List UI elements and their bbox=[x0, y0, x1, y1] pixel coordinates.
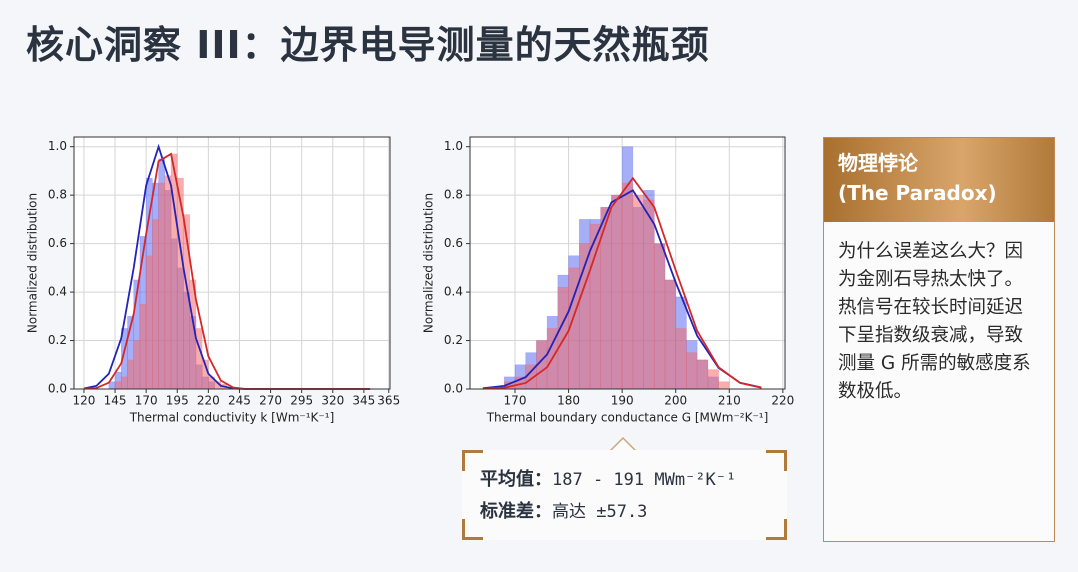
side-subheading: (The Paradox) bbox=[838, 181, 997, 205]
side-heading: 物理悖论 bbox=[838, 151, 918, 175]
y-tick-label: 0.2 bbox=[48, 333, 67, 347]
y-tick-label: 0.4 bbox=[48, 285, 67, 299]
side-panel-header: 物理悖论 (The Paradox) bbox=[824, 138, 1054, 222]
histogram-bar bbox=[686, 352, 698, 390]
stat-value: 高达 ±57.3 bbox=[552, 502, 648, 522]
histogram-bar bbox=[707, 369, 719, 390]
histogram-bar bbox=[696, 359, 709, 390]
histogram-bar bbox=[611, 194, 623, 390]
x-tick-label: 120 bbox=[72, 394, 95, 408]
side-body: 为什么误差这么大？因为金刚石导热太快了。热信号在较长时间延迟下呈指数级衰减，导致… bbox=[838, 241, 1031, 402]
x-tick-label: 320 bbox=[321, 394, 344, 408]
x-tick-label: 145 bbox=[104, 394, 127, 408]
histogram-bar bbox=[195, 328, 203, 390]
y-tick-label: 0.6 bbox=[444, 236, 463, 250]
histogram-bar bbox=[152, 219, 159, 390]
y-tick-label: 0.8 bbox=[444, 188, 463, 202]
histogram-bar bbox=[643, 199, 655, 390]
pointer bbox=[610, 436, 636, 452]
slide-title: 核心洞察 III：边界电导测量的天然瓶颈 bbox=[26, 23, 710, 67]
x-tick-label: 220 bbox=[197, 394, 220, 408]
y-tick-label: 0.0 bbox=[444, 382, 463, 396]
x-tick-label: 210 bbox=[718, 394, 741, 408]
x-tick-label: 295 bbox=[290, 394, 313, 408]
histogram-bar bbox=[127, 359, 135, 390]
side-panel: 物理悖论 (The Paradox) 为什么误差这么大？因为金刚石导热太快了。热… bbox=[823, 137, 1055, 542]
y-axis-label: Normalized distribution bbox=[422, 193, 436, 333]
x-tick-label: 200 bbox=[664, 394, 687, 408]
histogram-bar bbox=[632, 194, 644, 390]
histogram-bar bbox=[718, 381, 730, 390]
histogram-bar bbox=[653, 243, 666, 390]
stat-value: 187 - 191 MWm⁻²K⁻¹ bbox=[552, 470, 737, 490]
stat-row: 平均值：187 - 191 MWm⁻²K⁻¹ bbox=[480, 464, 769, 496]
stat-label: 平均值： bbox=[480, 469, 552, 490]
stat-label: 标准差： bbox=[480, 501, 552, 522]
histogram-bar bbox=[133, 340, 141, 390]
x-axis-label: Thermal boundary conductance G [MWm⁻²K⁻¹… bbox=[486, 411, 769, 425]
histogram-bar bbox=[158, 182, 166, 390]
corner bbox=[766, 450, 787, 471]
y-tick-label: 0.0 bbox=[48, 382, 67, 396]
x-tick-label: 220 bbox=[771, 394, 794, 408]
x-tick-label: 170 bbox=[504, 394, 527, 408]
histogram-bar bbox=[145, 255, 153, 390]
stat-box: 平均值：187 - 191 MWm⁻²K⁻¹ 标准差：高达 ±57.3 bbox=[462, 450, 787, 540]
histogram-bar bbox=[114, 381, 122, 390]
x-tick-label: 365 bbox=[377, 394, 400, 408]
y-tick-label: 0.6 bbox=[48, 236, 67, 250]
y-tick-label: 0.8 bbox=[48, 188, 67, 202]
histogram-bar bbox=[621, 182, 634, 390]
histogram-bar bbox=[120, 376, 128, 390]
corner bbox=[766, 519, 787, 540]
x-tick-label: 270 bbox=[259, 394, 282, 408]
y-tick-label: 1.0 bbox=[48, 139, 67, 153]
x-tick-label: 190 bbox=[611, 394, 634, 408]
stat-row: 标准差：高达 ±57.3 bbox=[480, 496, 769, 528]
corner bbox=[462, 519, 483, 540]
histogram-bar bbox=[557, 286, 569, 390]
fit-curve bbox=[482, 176, 762, 390]
x-tick-label: 195 bbox=[166, 394, 189, 408]
corner bbox=[462, 450, 483, 471]
histogram-bar bbox=[664, 279, 677, 390]
x-tick-label: 180 bbox=[557, 394, 580, 408]
plot-frame bbox=[73, 136, 391, 390]
x-tick-label: 245 bbox=[228, 394, 251, 408]
y-tick-label: 0.2 bbox=[444, 333, 463, 347]
histogram-bar bbox=[139, 303, 147, 390]
plot-frame bbox=[469, 136, 786, 390]
x-tick-label: 345 bbox=[352, 394, 375, 408]
y-tick-label: 0.4 bbox=[444, 285, 463, 299]
histogram-bar bbox=[164, 175, 172, 390]
y-axis-label: Normalized distribution bbox=[26, 193, 40, 333]
y-tick-label: 1.0 bbox=[444, 139, 463, 153]
x-axis-label: Thermal conductivity k [Wm⁻¹K⁻¹] bbox=[129, 411, 335, 425]
x-tick-label: 170 bbox=[135, 394, 158, 408]
histogram-bar bbox=[675, 328, 687, 390]
